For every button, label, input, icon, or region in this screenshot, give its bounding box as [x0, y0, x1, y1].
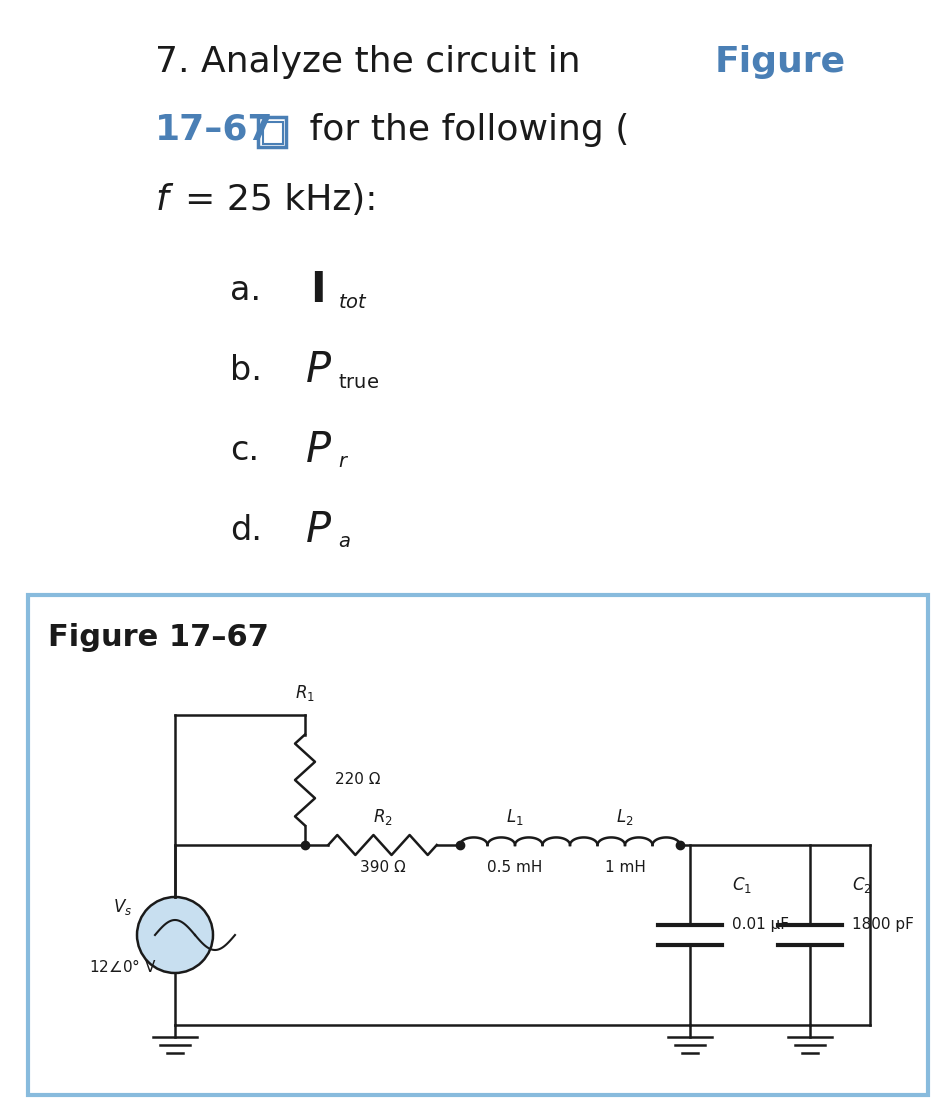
Bar — [28, 595, 928, 1096]
Text: 7. Analyze the circuit in: 7. Analyze the circuit in — [155, 45, 593, 79]
Text: $V_s$: $V_s$ — [113, 897, 133, 916]
Text: $f$: $f$ — [155, 184, 174, 217]
Bar — [258, 117, 286, 147]
Text: $_{\mathit{a}}$: $_{\mathit{a}}$ — [338, 521, 351, 551]
Text: $\mathit{P}$: $\mathit{P}$ — [305, 509, 332, 551]
Text: $_{\mathrm{true}}$: $_{\mathrm{true}}$ — [338, 363, 380, 391]
Text: 1800 pF: 1800 pF — [852, 918, 914, 932]
Text: Figure: Figure — [715, 45, 846, 79]
Text: 12$\angle$0° V: 12$\angle$0° V — [89, 959, 156, 976]
Text: 390 Ω: 390 Ω — [360, 859, 405, 875]
Text: $R_1$: $R_1$ — [295, 683, 315, 703]
Text: $\mathbf{I}$: $\mathbf{I}$ — [310, 269, 324, 311]
Text: b.: b. — [230, 354, 262, 386]
Text: $R_2$: $R_2$ — [373, 807, 393, 827]
Text: $L_1$: $L_1$ — [506, 807, 524, 827]
Text: $_{\mathit{r}}$: $_{\mathit{r}}$ — [338, 442, 349, 470]
Text: $\mathit{P}$: $\mathit{P}$ — [305, 349, 332, 391]
Text: 0.5 mH: 0.5 mH — [487, 859, 543, 875]
Circle shape — [137, 897, 213, 974]
Text: 0.01 μF: 0.01 μF — [732, 918, 789, 932]
Text: $_{tot}$: $_{tot}$ — [338, 282, 368, 310]
Text: 1 mH: 1 mH — [605, 859, 645, 875]
Text: $C_2$: $C_2$ — [852, 875, 872, 895]
Text: 220 Ω: 220 Ω — [335, 772, 381, 788]
Text: $L_2$: $L_2$ — [616, 807, 634, 827]
Text: c.: c. — [230, 433, 259, 467]
Text: a.: a. — [230, 273, 261, 307]
Text: d.: d. — [230, 514, 262, 546]
Text: = 25 kHz):: = 25 kHz): — [185, 184, 378, 217]
Text: for the following (: for the following ( — [298, 113, 629, 147]
Text: $\mathit{P}$: $\mathit{P}$ — [305, 429, 332, 471]
Bar — [263, 122, 283, 144]
Text: Figure 17–67: Figure 17–67 — [48, 622, 268, 651]
Text: $C_1$: $C_1$ — [732, 875, 752, 895]
Text: 17–67: 17–67 — [155, 113, 273, 147]
